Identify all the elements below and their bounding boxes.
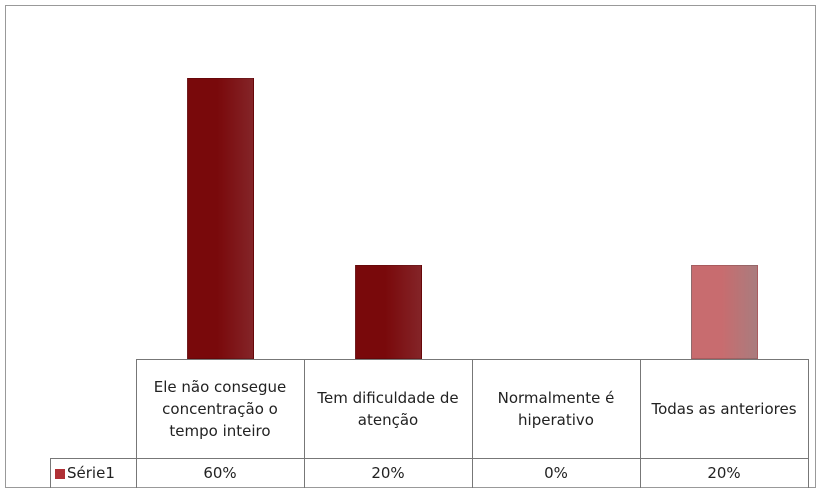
table-line <box>808 359 809 488</box>
table-line <box>50 458 808 459</box>
legend-label: Série1 <box>67 464 115 482</box>
value-label: 20% <box>707 464 741 482</box>
category-label: Tem dificuldade de atenção <box>317 388 459 429</box>
table-line <box>136 359 137 488</box>
chart-frame <box>5 5 816 488</box>
legend-key <box>55 469 65 479</box>
table-line <box>640 359 641 488</box>
category-label: Todas as anteriores <box>651 399 797 418</box>
value-label: 0% <box>544 464 568 482</box>
table-line <box>50 458 51 488</box>
table-line <box>304 359 305 488</box>
table-line <box>472 359 473 488</box>
category-label: Ele não consegue concentração o tempo in… <box>153 377 287 440</box>
bar <box>187 78 254 359</box>
category-label: Normalmente é hiperativo <box>497 388 615 429</box>
value-label: 60% <box>203 464 237 482</box>
bar <box>691 265 758 359</box>
value-label: 20% <box>371 464 405 482</box>
bar <box>355 265 422 359</box>
